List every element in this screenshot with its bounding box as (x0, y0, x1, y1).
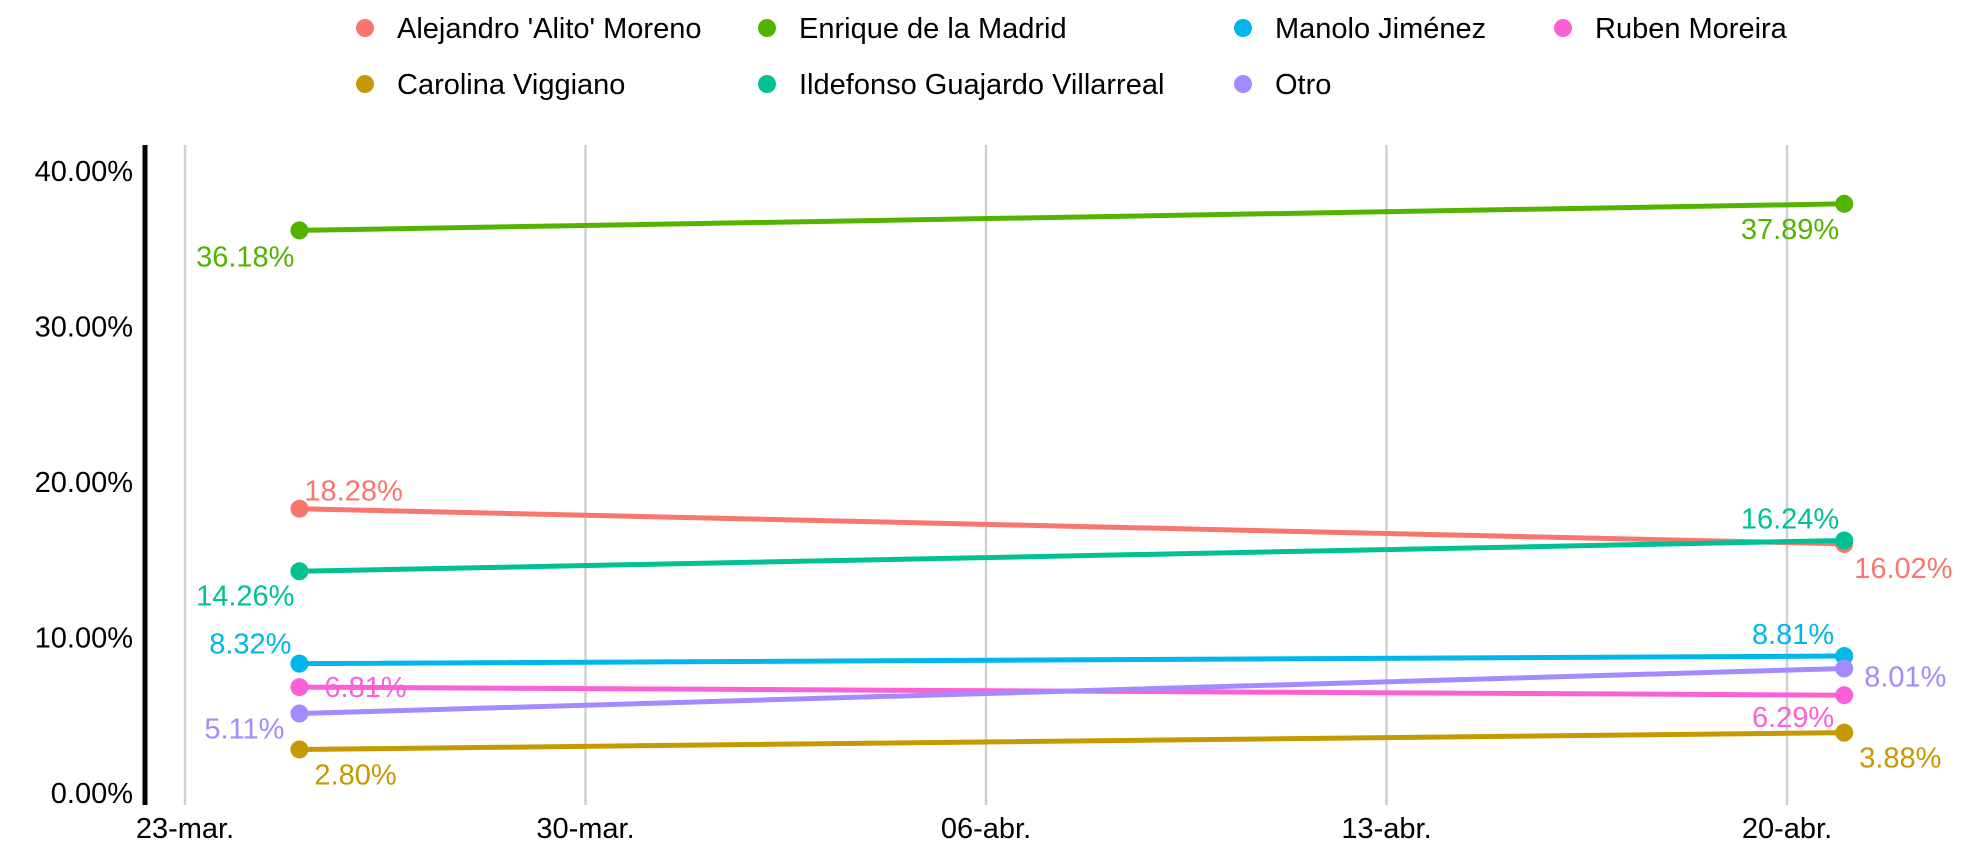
legend-label: Ildefonso Guajardo Villarreal (799, 69, 1164, 101)
legend-marker-icon (1234, 19, 1252, 37)
data-label: 6.81% (324, 672, 406, 704)
data-label: 3.88% (1859, 743, 1941, 775)
x-tick-label: 20-abr. (1742, 813, 1832, 845)
grid (183, 145, 1789, 805)
legend-marker-icon (1234, 75, 1252, 93)
series-line (296, 201, 1847, 233)
data-label: 18.28% (304, 476, 402, 508)
data-label: 8.32% (209, 629, 291, 661)
axes: 23-mar. 30-mar. 06-abr. 13-abr. 20-abr. 0.00%… (35, 145, 1832, 845)
series-line (296, 653, 1847, 667)
y-tick-label: 20.00% (35, 467, 133, 499)
data-labels: 18.28% 16.02% 36.18% 37.89% 8.32% 8.81% 6.81% 6… (196, 214, 1953, 792)
data-label: 36.18% (196, 241, 294, 273)
legend-marker-icon (758, 19, 776, 37)
data-point (290, 740, 309, 759)
data-label: 16.24% (1741, 503, 1839, 535)
x-tick-label: 30-mar. (536, 813, 634, 845)
legend-label: Ruben Moreira (1595, 13, 1788, 45)
data-label: 2.80% (314, 759, 396, 791)
legend: Alejandro 'Alito' Moreno Enrique de la Ma… (356, 13, 1788, 101)
legend-label: Alejandro 'Alito' Moreno (397, 13, 701, 45)
data-label: 16.02% (1854, 553, 1952, 585)
data-point (290, 704, 309, 723)
y-tick-label: 30.00% (35, 312, 133, 344)
data-point (1835, 723, 1854, 742)
x-tick-label: 06-abr. (941, 813, 1031, 845)
series-line (296, 730, 1847, 752)
y-tick-label: 0.00% (51, 778, 133, 810)
legend-marker-icon (356, 75, 374, 93)
legend-marker-icon (356, 19, 374, 37)
x-tick-label: 23-mar. (136, 813, 234, 845)
data-label: 8.01% (1864, 661, 1946, 693)
series-line (296, 537, 1847, 574)
x-tick-label: 13-abr. (1341, 813, 1431, 845)
series-points (290, 194, 1854, 759)
data-point (290, 654, 309, 673)
legend-label: Carolina Viggiano (397, 69, 625, 101)
data-point (1835, 686, 1854, 705)
legend-marker-icon (758, 75, 776, 93)
y-tick-label: 10.00% (35, 623, 133, 655)
data-point (1835, 647, 1854, 666)
data-label: 14.26% (196, 580, 294, 612)
legend-marker-icon (1554, 19, 1572, 37)
data-label: 5.11% (204, 714, 284, 746)
data-point (290, 221, 309, 240)
data-point (1835, 531, 1854, 550)
series-lines (296, 201, 1847, 752)
y-tick-label: 40.00% (35, 156, 133, 188)
legend-label: Manolo Jiménez (1275, 13, 1486, 45)
data-point (290, 678, 309, 697)
data-point (1835, 659, 1854, 678)
legend-label: Enrique de la Madrid (799, 13, 1067, 45)
data-point (290, 562, 309, 581)
legend-label: Otro (1275, 69, 1331, 101)
data-label: 6.29% (1752, 702, 1834, 734)
data-label: 8.81% (1752, 619, 1834, 651)
data-label: 37.89% (1741, 214, 1839, 246)
series-line (296, 665, 1847, 717)
data-point (290, 499, 309, 518)
data-point (1835, 194, 1854, 213)
series-line (296, 506, 1847, 547)
